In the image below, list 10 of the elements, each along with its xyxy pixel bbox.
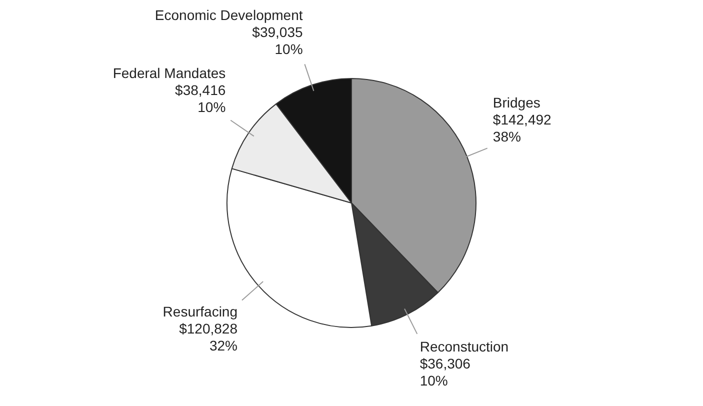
data-label: $38,416 10% [175, 82, 226, 116]
data-label: $39,035 10% [252, 24, 303, 57]
slice-label: Reconstuction [420, 338, 509, 355]
data-label: $36,306 10% [420, 356, 471, 389]
data-label: $142,492 38% [492, 111, 552, 144]
slice-label: Resurfacing [162, 304, 238, 320]
data-label: $120,828 32% [179, 320, 238, 354]
slice-label: Economic Development [154, 6, 303, 23]
slice-label: Federal Mandates [112, 65, 226, 82]
slice-label: Bridges [492, 94, 540, 110]
